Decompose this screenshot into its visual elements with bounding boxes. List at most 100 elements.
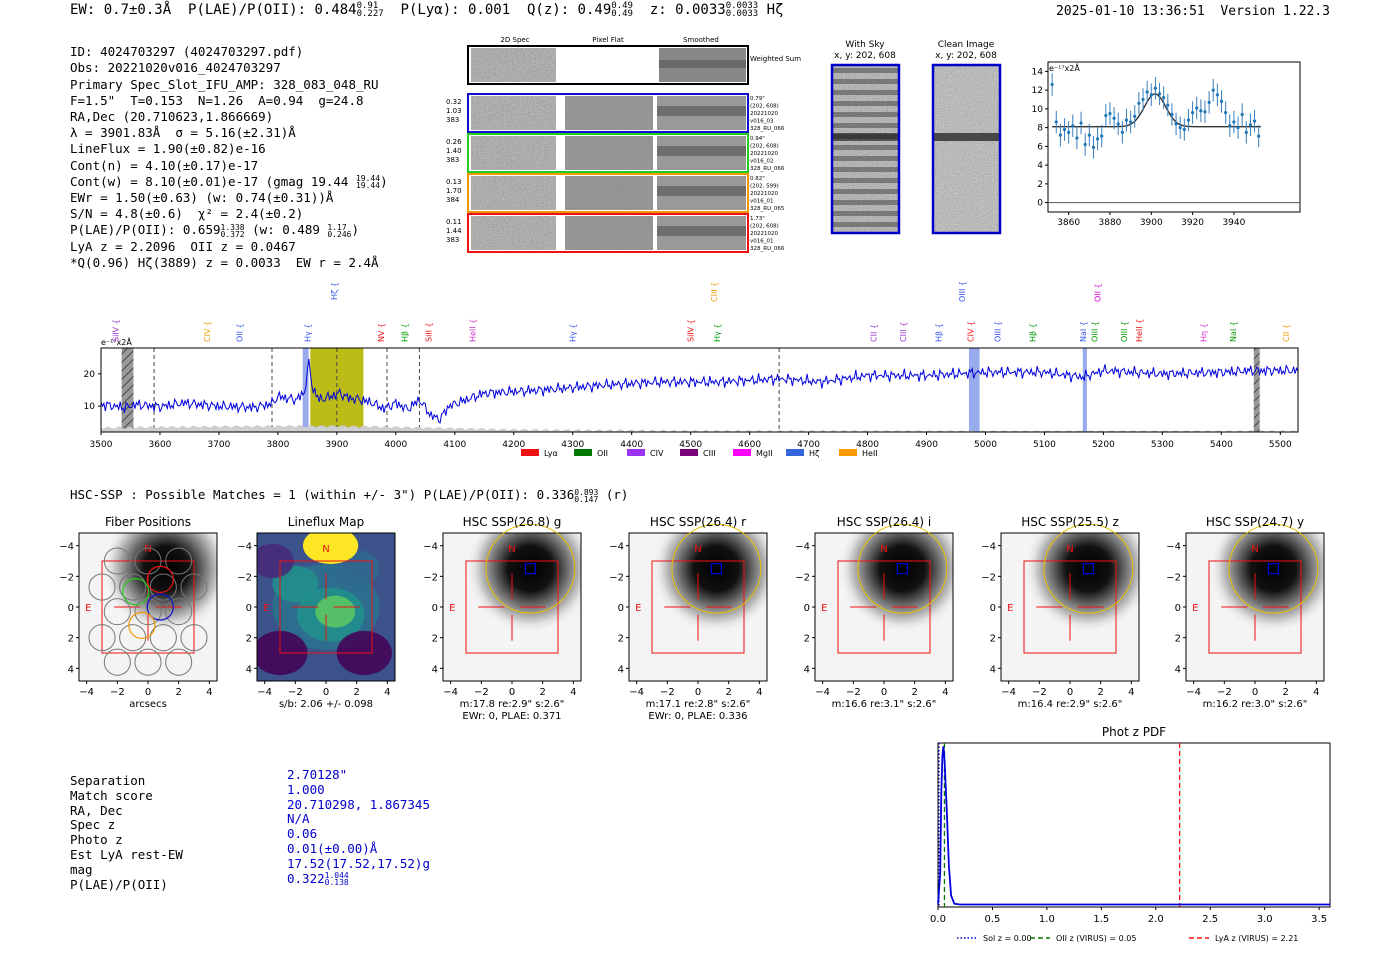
clean-title: Clean Image — [938, 40, 995, 50]
line-label: SiIV { — [687, 319, 696, 342]
plae-w-lo: 0.246 — [327, 229, 352, 239]
x-tick-label: 0 — [1067, 687, 1073, 698]
spec-row-right-label: 0.79" — [750, 96, 765, 102]
galaxy — [1209, 533, 1324, 634]
header-z-hi: 0.0033 — [725, 1, 759, 11]
data-point — [1141, 97, 1145, 102]
y-tick-label: −4 — [1166, 542, 1181, 553]
line-fit-chart: 0 2 4 6 8 10 12 14 3860 3880 3900 3920 3940 e⁻¹⁷x2Å — [1032, 61, 1301, 228]
match-value: 1.000 — [287, 781, 325, 797]
aperture-ellipse — [857, 523, 948, 614]
fiber-circle — [149, 624, 177, 652]
search-box — [465, 560, 559, 654]
spec-row-left-label: 383 — [446, 156, 459, 164]
x-tick-label: 1.0 — [1039, 914, 1055, 925]
x-tick-label: 0.0 — [930, 914, 946, 925]
legend-label: Hζ — [809, 449, 819, 458]
x-tick-label: 3.0 — [1257, 914, 1273, 925]
y-tick-label: 0 — [1037, 199, 1043, 209]
x-tick-label: 5400 — [1210, 440, 1233, 450]
x-tick-label: 2 — [539, 687, 545, 698]
compass-e: E — [1007, 603, 1013, 614]
info-line: EWr = 1.50(±0.63) (w: 0.74(±0.31))Å — [70, 190, 334, 206]
x-tick-label: 2.0 — [1148, 914, 1164, 925]
line-label: NaI { — [1229, 321, 1238, 342]
legend-swatch — [733, 449, 751, 456]
data-point — [1203, 110, 1207, 114]
spec-row-left-label: 1.70 — [446, 187, 462, 195]
x-tick-label: 5200 — [1092, 440, 1115, 450]
data-point — [1174, 122, 1178, 126]
aperture-ellipse — [485, 523, 576, 614]
data-point — [1087, 133, 1091, 137]
spec-row-left-label: 1.44 — [446, 227, 462, 235]
fiber-circle — [165, 648, 193, 676]
sky-band — [832, 200, 899, 205]
weighted-sum-2d-noise — [471, 48, 556, 82]
x-tick-label: 2 — [353, 687, 359, 698]
x-tick-label: 4 — [570, 687, 576, 698]
header-z-lo: 0.0033 — [725, 9, 759, 19]
search-box — [101, 560, 195, 654]
legend-label: OII — [597, 449, 608, 458]
galaxy — [652, 533, 767, 634]
clean-emission-line — [933, 133, 1000, 141]
hsc-panel-caption: s/b: 2.06 +/- 0.098 — [279, 699, 373, 710]
x-tick-label: 2 — [1282, 687, 1288, 698]
x-tick-label: 4 — [942, 687, 948, 698]
y-tick-label: 4 — [1037, 161, 1043, 171]
sky-band — [832, 167, 899, 172]
line-label: OIII { — [958, 281, 967, 302]
info-cont-w: Cont(w) = 8.10(±0.01)e-17 (gmag 19.44 — [70, 173, 349, 189]
x-tick-label: −4 — [443, 687, 458, 698]
col-header-smoothed: Smoothed — [683, 36, 719, 44]
y-tick-label: 2 — [1175, 634, 1181, 645]
y-tick-label: −4 — [237, 542, 252, 553]
info-line: Primary Spec_Slot_IFU_AMP: 328_083_048_R… — [70, 76, 379, 92]
fiber-circle — [88, 624, 116, 652]
col-header-flat: Pixel Flat — [592, 36, 624, 44]
y-tick-label: 4 — [990, 664, 996, 675]
info-line: ID: 4024703297 (4024703297.pdf) — [70, 44, 304, 60]
match-value: 0.3221.044 0.138 — [287, 871, 430, 887]
hsc-panel-title: Lineflux Map — [288, 515, 364, 529]
data-point — [1067, 130, 1071, 134]
plae-w: (w: 0.489 — [252, 222, 320, 238]
spec-row-left-label: 1.40 — [446, 147, 462, 155]
spec-row-right-label: (202, 608) — [750, 104, 779, 110]
data-point — [1062, 127, 1067, 132]
y-tick-label: −2 — [59, 572, 74, 583]
line-label: CIV { — [967, 321, 976, 342]
x-tick-label: −2 — [110, 687, 125, 698]
match-box — [710, 563, 723, 575]
data-point — [1199, 109, 1203, 113]
x-tick-label: 4900 — [915, 440, 938, 450]
spec-row-right-label: (202, 599) — [750, 184, 779, 190]
y-tick-label: 10 — [1032, 105, 1044, 115]
y-tick-label: 0 — [990, 603, 996, 614]
y-tick-label: 6 — [1037, 142, 1043, 152]
x-tick-label: 4000 — [384, 440, 407, 450]
spec-row-2d-noise — [471, 96, 556, 130]
y-tick-label: 0 — [68, 603, 74, 614]
data-point — [1054, 120, 1058, 124]
y-tick-label: 4 — [1175, 664, 1181, 675]
gmag-hi: 19.44 — [355, 174, 381, 184]
x-tick-label: 5300 — [1151, 440, 1174, 450]
hsc-panel-caption: m:16.4 re:2.9" s:2.6" — [1018, 699, 1123, 710]
match-value: 0.01(±0.00)Å — [287, 840, 378, 856]
y-tick-label: 0 — [1175, 603, 1181, 614]
y-tick-label: 12 — [1032, 86, 1043, 96]
fiber-circle — [180, 573, 208, 601]
hsc-panels: N E −4 4 −2 2 0 0 2 −2 4 −4 Fiber Positions arcsecs N E… — [59, 515, 1325, 722]
y-tick-label: 8 — [1037, 124, 1043, 134]
galaxy — [838, 533, 953, 634]
spec-row-trace — [657, 106, 746, 116]
header-plae-hi: 0.91 — [356, 1, 379, 11]
x-tick-label: 4300 — [561, 440, 584, 450]
legend-label: MgII — [756, 449, 773, 458]
hsc-panel-caption2: EWr: 0, PLAE: 0.336 — [648, 711, 747, 722]
x-tick-label: 0 — [695, 687, 701, 698]
col-header-2d: 2D Spec — [500, 36, 529, 44]
